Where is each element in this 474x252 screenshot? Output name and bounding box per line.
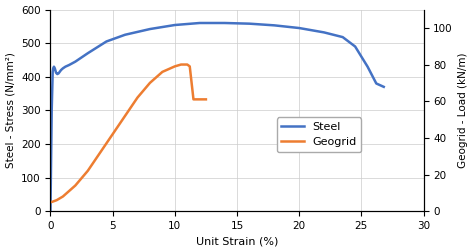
Geogrid <box>187 65 192 68</box>
Geogrid <box>184 63 190 66</box>
Steel <box>381 85 387 88</box>
Steel <box>321 31 327 34</box>
Geogrid <box>122 114 128 117</box>
Steel <box>58 69 64 72</box>
Steel <box>52 67 58 70</box>
Steel <box>60 67 66 70</box>
Steel <box>340 36 346 39</box>
Steel <box>147 27 153 30</box>
Geogrid <box>172 65 178 68</box>
Steel <box>172 23 178 26</box>
Geogrid <box>73 184 78 187</box>
Geogrid <box>191 98 196 101</box>
Steel <box>56 72 62 75</box>
Steel <box>73 60 78 63</box>
Steel <box>246 22 252 25</box>
Geogrid <box>197 98 202 101</box>
Steel <box>55 73 60 76</box>
Steel <box>104 40 109 43</box>
Steel <box>57 70 63 73</box>
Steel <box>197 21 202 24</box>
Geogrid <box>85 169 91 172</box>
Geogrid <box>49 201 55 204</box>
Geogrid <box>160 70 165 73</box>
Y-axis label: Geogrid - Load (kN/m): Geogrid - Load (kN/m) <box>458 53 468 168</box>
Geogrid <box>110 133 116 136</box>
Geogrid <box>135 96 140 99</box>
Steel <box>51 65 57 68</box>
Steel <box>85 52 91 55</box>
Geogrid <box>147 81 153 84</box>
Steel <box>374 82 379 85</box>
Legend: Steel, Geogrid: Steel, Geogrid <box>277 117 361 152</box>
Steel <box>122 33 128 36</box>
Line: Steel: Steel <box>50 23 384 211</box>
Steel <box>49 109 55 112</box>
Steel <box>50 67 56 70</box>
Steel <box>352 45 358 48</box>
Geogrid <box>60 195 66 198</box>
Geogrid <box>203 98 209 101</box>
Steel <box>296 26 302 29</box>
Geogrid <box>47 201 53 204</box>
Steel <box>66 64 72 67</box>
Steel <box>53 71 59 74</box>
Line: Geogrid: Geogrid <box>50 65 206 202</box>
Geogrid <box>97 151 103 154</box>
Geogrid <box>54 199 60 202</box>
Steel <box>272 24 277 27</box>
Steel <box>50 70 55 73</box>
Steel <box>47 210 53 213</box>
Y-axis label: Steel - Stress (N/mm²): Steel - Stress (N/mm²) <box>6 52 16 168</box>
Steel <box>63 65 68 68</box>
Geogrid <box>178 63 184 66</box>
Steel <box>222 21 228 24</box>
Steel <box>365 65 370 68</box>
X-axis label: Unit Strain (%): Unit Strain (%) <box>196 236 278 246</box>
